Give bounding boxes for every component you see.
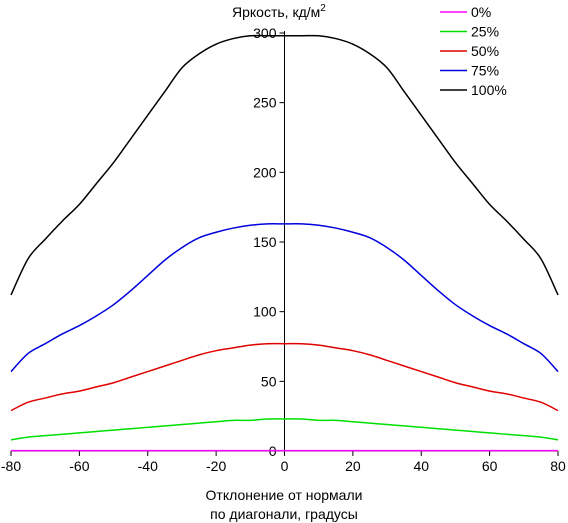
series-line-25pct [10,418,559,441]
y-axis-title-text: Яркость, кд/м [232,4,320,20]
x-tick-label: 80 [550,458,566,474]
series-lines [10,34,559,452]
series-line-50pct [10,342,559,412]
x-axis-title-line2: по диагонали, градусы [210,506,358,522]
legend-label: 25% [471,24,499,40]
axes: -80 -60 -40 -20 0 20 40 60 80 0 50 100 150 200 250 300 [1,25,566,474]
legend: 0% 25% 50% 75% 100% [440,4,507,98]
y-tick-label: 100 [253,304,277,320]
y-axis-title-superscript: 2 [320,3,326,14]
y-tick-label: 50 [261,373,277,389]
series-line-75pct [10,223,559,373]
x-tick-label: -20 [206,458,226,474]
y-tick-label: 300 [253,25,277,41]
legend-label: 100% [471,82,507,98]
x-tick-label: 60 [482,458,498,474]
legend-label: 75% [471,63,499,79]
x-tick-label: 40 [413,458,429,474]
series-line-100pct [10,34,559,296]
x-tick-label: -60 [69,458,89,474]
y-tick-label: 150 [253,234,277,250]
legend-label: 50% [471,43,499,59]
y-tick-label: 200 [253,164,277,180]
x-tick-label: 0 [281,458,289,474]
x-tick-label: 20 [345,458,361,474]
legend-label: 0% [471,4,491,20]
y-tick-label: 250 [253,95,277,111]
y-axis-title: Яркость, кд/м2 [232,3,326,20]
x-tick-label: -80 [1,458,21,474]
x-ticks: -80 -60 -40 -20 0 20 40 60 80 [1,451,566,474]
x-axis-title-line1: Отклонение от нормали [206,487,363,503]
x-tick-label: -40 [138,458,158,474]
